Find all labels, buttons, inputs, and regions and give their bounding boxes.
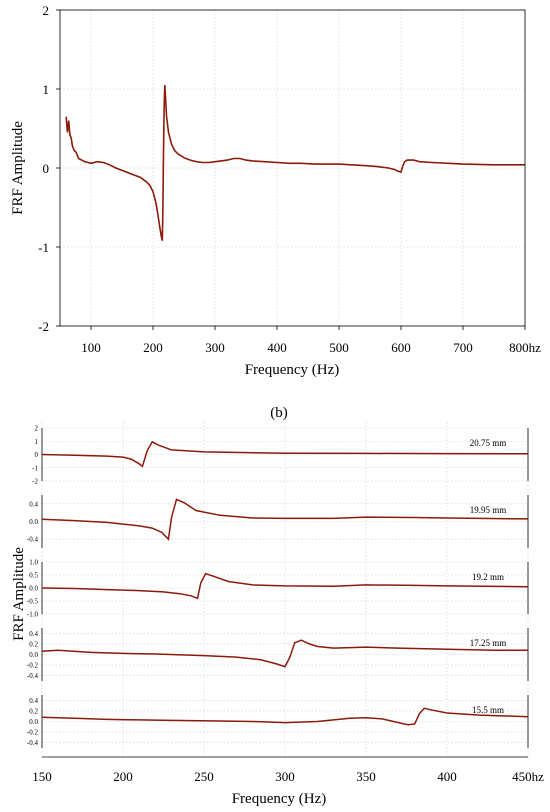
chart-bottom-panel: 0.4 0.2 0.0 -0.2 -0.4 15.5 mm <box>27 695 529 748</box>
chart-top-series-line <box>65 85 525 241</box>
chart-bottom-x-axis-title: Frequency (Hz) <box>232 791 327 807</box>
chart-bottom-series-line <box>41 639 528 668</box>
chart-bottom-y-tick-label: -0.4 <box>27 672 39 680</box>
chart-bottom-panels: 2 1 0 -1 -2 20.75 mm 0.4 0.0 -0.4 19.95 mm 1.0 0.5 0… <box>27 425 529 748</box>
chart-top-y-tick-label: 0 <box>43 161 50 176</box>
chart-bottom-x-tick-label: 300 <box>275 769 295 784</box>
chart-bottom-x-tick-label: 250 <box>194 769 214 784</box>
chart-bottom-series-label: 19.2 mm <box>472 572 504 582</box>
chart-bottom-panel: 2 1 0 -1 -2 20.75 mm <box>32 425 529 486</box>
chart-top-x-tick-label: 300 <box>205 340 225 355</box>
chart-bottom-x-tick-label: 350 <box>356 769 376 784</box>
chart-bottom: 2 1 0 -1 -2 20.75 mm 0.4 0.0 -0.4 19.95 mm 1.0 0.5 0… <box>11 422 544 807</box>
chart-top-y-axis-title: FRF Amplitude <box>10 121 26 215</box>
chart-top: 100 200 300 400 500 600 700 800hz 2 1 0 -1 -2 Freque… <box>10 3 541 378</box>
chart-bottom-y-tick-label: 0.2 <box>29 707 38 715</box>
chart-bottom-y-tick-label: -1 <box>32 464 38 472</box>
chart-top-ticks: 100 200 300 400 500 600 700 800hz 2 1 0 -1 -2 <box>38 3 541 355</box>
chart-bottom-y-tick-label: 0.0 <box>29 651 38 659</box>
chart-bottom-y-tick-label: -0.4 <box>27 739 39 747</box>
chart-bottom-panel: 0.4 0.2 0.0 -0.2 -0.4 17.25 mm <box>27 628 529 681</box>
chart-bottom-y-tick-label: 0.4 <box>29 697 38 705</box>
chart-top-x-tick-label: 800hz <box>509 340 541 355</box>
chart-bottom-series-line <box>41 572 529 600</box>
chart-top-y-tick-label: -2 <box>38 319 49 334</box>
chart-bottom-y-axis-title: FRF Amplitude <box>11 547 27 641</box>
chart-bottom-series-label: 20.75 mm <box>470 438 507 448</box>
chart-top-x-tick-label: 700 <box>453 340 473 355</box>
chart-bottom-x-tick-label: 450hz <box>512 769 544 784</box>
chart-bottom-series-line <box>41 440 529 468</box>
chart-top-x-tick-label: 100 <box>81 340 101 355</box>
chart-bottom-y-tick-label: 1.0 <box>29 559 38 567</box>
chart-bottom-panel: 0.4 0.0 -0.4 19.95 mm <box>27 495 529 548</box>
chart-bottom-y-tick-label: 0.5 <box>29 572 38 580</box>
chart-bottom-y-tick-label: -1.0 <box>27 611 39 619</box>
chart-bottom-ticks: 150 200 250 300 350 400 450hz <box>32 756 544 784</box>
chart-top-x-tick-label: 200 <box>143 340 163 355</box>
chart-bottom-x-tick-label: 400 <box>437 769 457 784</box>
chart-top-y-tick-label: 2 <box>43 3 50 18</box>
chart-top-x-tick-label: 400 <box>267 340 287 355</box>
chart-bottom-y-tick-label: 0.0 <box>29 518 38 526</box>
chart-bottom-y-tick-label: 2 <box>35 425 39 433</box>
chart-bottom-series-label: 17.25 mm <box>470 638 507 648</box>
chart-bottom-x-tick-label: 200 <box>113 769 133 784</box>
chart-bottom-y-tick-label: 0 <box>35 451 39 459</box>
chart-top-x-axis-title: Frequency (Hz) <box>245 362 340 378</box>
chart-top-y-tick-label: -1 <box>38 240 49 255</box>
chart-bottom-y-tick-label: 0.2 <box>29 640 38 648</box>
chart-bottom-y-tick-label: 0.0 <box>29 718 38 726</box>
panel-label-b: (b) <box>270 405 288 421</box>
chart-top-x-tick-label: 500 <box>329 340 349 355</box>
chart-bottom-y-tick-label: -2 <box>32 478 38 486</box>
chart-bottom-series-label: 15.5 mm <box>472 705 504 715</box>
chart-bottom-y-tick-label: 0.4 <box>29 500 38 508</box>
chart-bottom-y-tick-label: 0.0 <box>29 585 38 593</box>
chart-bottom-y-tick-label: 0.4 <box>29 630 38 638</box>
chart-bottom-y-tick-label: -0.2 <box>27 729 39 737</box>
chart-bottom-series-line <box>41 707 529 726</box>
chart-top-y-tick-label: 1 <box>43 82 50 97</box>
chart-top-grid <box>60 9 526 327</box>
chart-bottom-y-tick-label: 1 <box>35 438 39 446</box>
chart-bottom-y-tick-label: -0.4 <box>27 536 39 544</box>
chart-bottom-x-tick-label: 150 <box>32 769 52 784</box>
chart-bottom-y-tick-label: -0.5 <box>27 598 39 606</box>
chart-bottom-series-line <box>41 498 529 541</box>
chart-bottom-panel: 1.0 0.5 0.0 -0.5 -1.0 19.2 mm <box>27 559 529 619</box>
chart-bottom-series-label: 19.95 mm <box>470 505 507 515</box>
chart-bottom-y-tick-label: -0.2 <box>27 662 39 670</box>
chart-top-frame <box>59 9 526 327</box>
chart-top-x-tick-label: 600 <box>391 340 411 355</box>
